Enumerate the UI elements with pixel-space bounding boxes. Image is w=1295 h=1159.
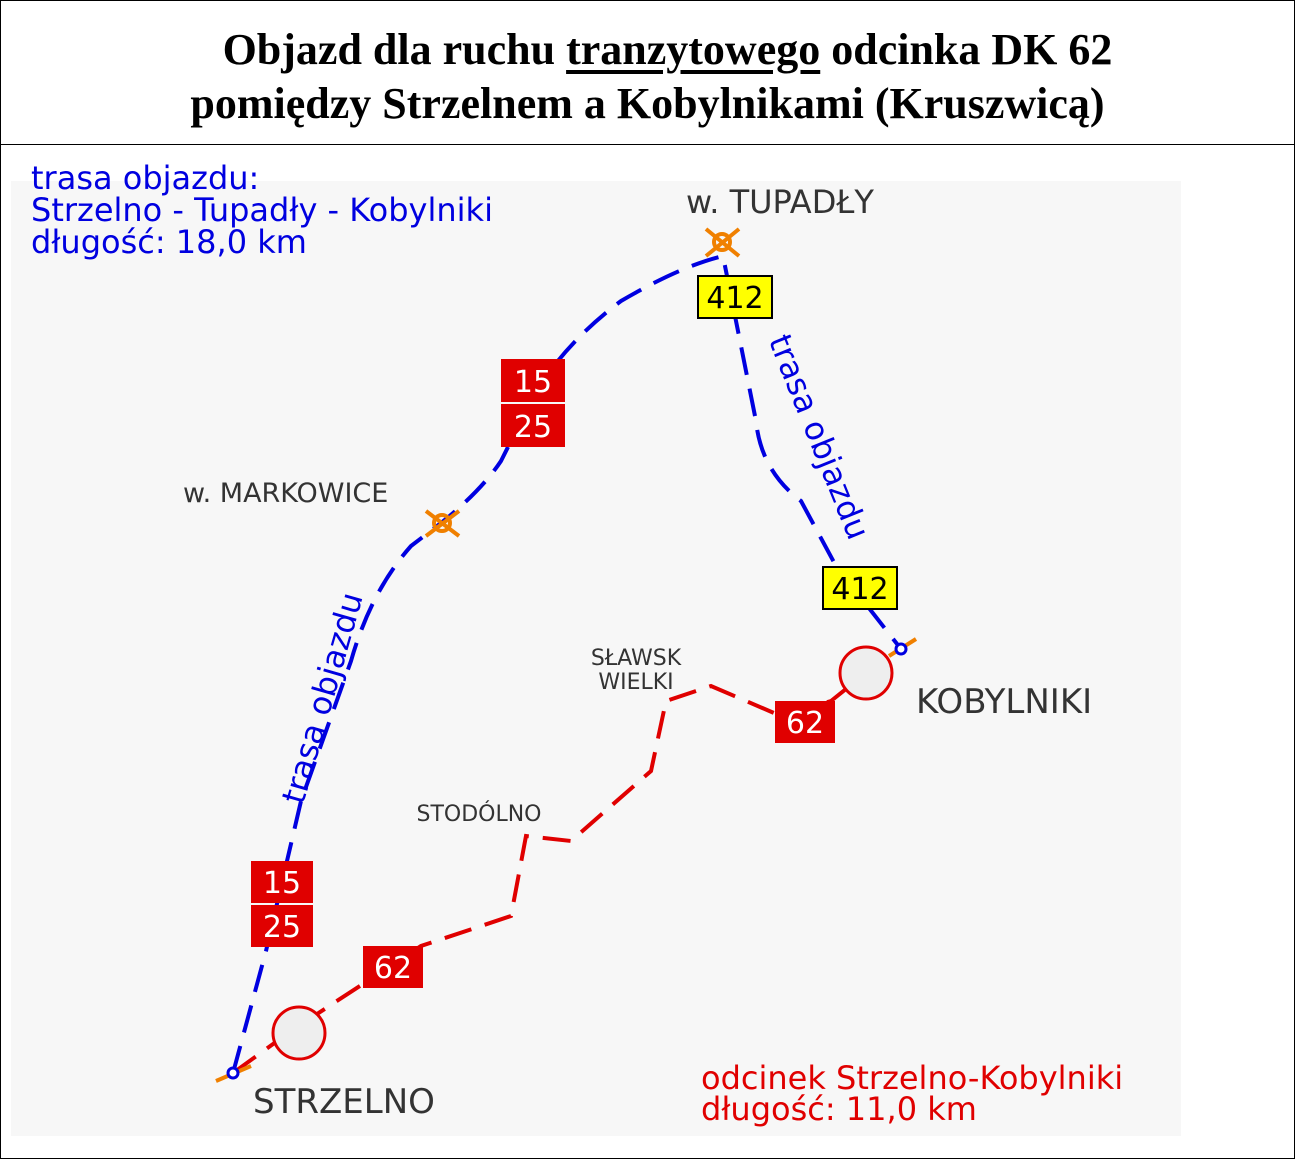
header: Objazd dla ruchu tranzytowego odcinka DK… [1,1,1294,145]
limit-sign: 15 [263,866,301,901]
road-sign: 62 [786,706,824,741]
detour-info: trasa objazdu: Strzelno - Tupadły - Koby… [31,159,493,261]
title-part: odcinka DK 62 [831,25,1113,74]
section-info: odcinek Strzelno-Kobylniki długość: 11,0… [701,1059,1123,1128]
signs: 412 412 15 25 15 25 62 62 [251,275,898,988]
town-symbol [271,1005,327,1061]
title-part: Objazd dla ruchu [222,25,556,74]
info-line: trasa objazdu: [31,159,259,197]
place-label: w. MARKOWICE [183,478,388,509]
end-point [226,1066,240,1080]
place-label: KOBYLNIKI [916,682,1092,722]
info-line: Strzelno - Tupadły - Kobylniki [31,191,493,229]
limit-sign: 25 [263,910,301,945]
map: trasa objazdu: Strzelno - Tupadły - Koby… [11,159,1181,1136]
info-line: długość: 11,0 km [701,1090,977,1128]
road-sign: 412 [706,281,763,316]
places: w. TUPADŁY w. MARKOWICE SŁAWSK WIELKI ST… [183,183,1092,1122]
place-label: w. TUPADŁY [686,183,874,221]
map-background [11,181,1181,1136]
title-line: pomiędzy Strzelnem a Kobylnikami (Kruszw… [190,79,1105,128]
road-sign: 412 [831,572,888,607]
place-label: SŁAWSK [591,646,682,671]
place-label: WIELKI [598,670,673,695]
title-line: Objazd dla ruchu tranzytowego odcinka DK… [1,23,1294,77]
info-line: odcinek Strzelno-Kobylniki [701,1059,1123,1097]
detour-route [231,253,903,1074]
place-label: STRZELNO [253,1082,435,1122]
road-sign: 62 [374,951,412,986]
place-label: STODÓLNO [416,801,541,827]
town-symbol [838,645,894,701]
title-underlined: tranzytowego [566,25,821,74]
info-line: długość: 18,0 km [31,223,307,261]
limit-sign: 25 [514,410,552,445]
limit-sign: 15 [514,365,552,400]
end-point [894,642,908,656]
